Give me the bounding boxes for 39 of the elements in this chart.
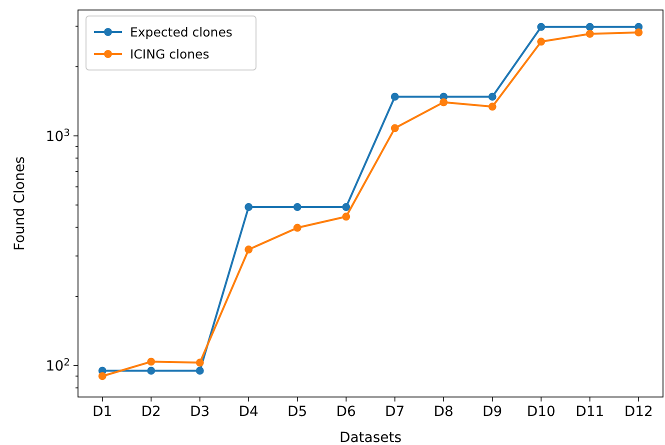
x-tick-label: D11	[576, 404, 604, 420]
x-tick-label: D1	[92, 404, 112, 420]
point	[293, 224, 302, 232]
point	[586, 30, 594, 38]
x-tick-label: D10	[526, 404, 556, 420]
point	[537, 22, 546, 31]
y-axis-title: Found Clones	[12, 156, 28, 251]
y-tick-label: 10$^{3}$	[46, 127, 70, 145]
x-axis-title: Datasets	[339, 430, 402, 445]
point	[244, 203, 253, 212]
point	[342, 212, 350, 221]
point	[244, 246, 253, 254]
point	[196, 366, 204, 375]
point	[634, 28, 643, 36]
point	[98, 372, 106, 380]
point	[390, 92, 399, 101]
point	[488, 102, 496, 111]
point	[488, 92, 496, 101]
point	[293, 203, 302, 212]
point	[147, 358, 156, 366]
point	[342, 203, 350, 212]
legend-label: Expected clones	[130, 24, 232, 40]
point	[147, 366, 156, 375]
x-tick-label: D5	[288, 404, 308, 420]
x-tick-label: D12	[624, 404, 653, 420]
x-tick-label: D7	[385, 404, 405, 420]
legend-label: ICING clones	[130, 46, 210, 62]
x-tick-label: D8	[434, 404, 454, 420]
x-tick-label: D2	[141, 404, 161, 420]
point	[390, 124, 399, 132]
x-tick-label: D6	[336, 404, 356, 420]
point	[586, 22, 594, 31]
point	[537, 38, 546, 46]
y-tick-label: 10$^{2}$	[46, 357, 70, 375]
point	[196, 358, 204, 367]
point	[440, 98, 448, 106]
x-tick-label: D9	[482, 404, 502, 420]
x-tick-label: D4	[238, 404, 259, 420]
x-tick-label: D3	[190, 404, 210, 420]
